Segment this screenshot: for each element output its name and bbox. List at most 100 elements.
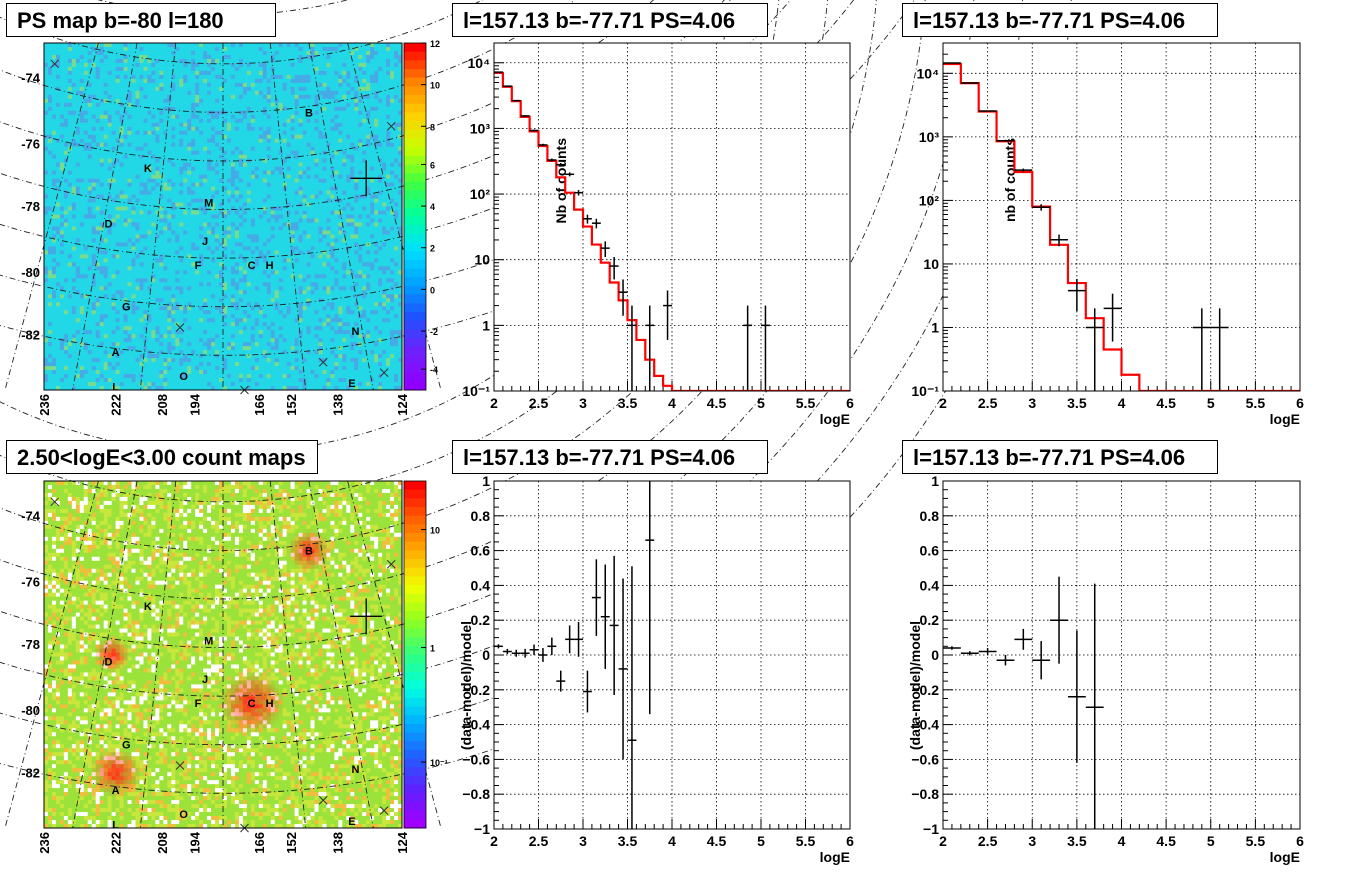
map-pixel bbox=[52, 111, 56, 115]
map-pixel bbox=[147, 123, 151, 127]
map-pixel bbox=[64, 95, 68, 99]
map-pixel bbox=[88, 59, 92, 63]
map-pixel bbox=[60, 47, 64, 51]
map-pixel bbox=[390, 91, 394, 95]
map-pixel bbox=[124, 63, 128, 67]
map-pixel bbox=[96, 107, 100, 111]
map-pixel bbox=[207, 91, 211, 95]
map-pixel bbox=[386, 71, 390, 75]
map-pixel bbox=[203, 131, 207, 135]
map-pixel bbox=[76, 111, 80, 115]
map-pixel bbox=[155, 131, 159, 135]
map-pixel bbox=[390, 59, 394, 63]
map-pixel bbox=[350, 67, 354, 71]
map-pixel bbox=[167, 55, 171, 59]
map-pixel bbox=[183, 103, 187, 107]
map-pixel bbox=[314, 135, 318, 139]
map-pixel bbox=[44, 75, 48, 79]
map-pixel bbox=[390, 131, 394, 135]
map-pixel bbox=[191, 95, 195, 99]
map-pixel bbox=[366, 87, 370, 91]
map-pixel bbox=[112, 127, 116, 131]
map-pixel bbox=[199, 79, 203, 83]
map-pixel bbox=[211, 75, 215, 79]
map-pixel bbox=[235, 87, 239, 91]
map-pixel bbox=[330, 95, 334, 99]
map-pixel bbox=[314, 115, 318, 119]
map-pixel bbox=[279, 87, 283, 91]
map-pixel bbox=[175, 115, 179, 119]
map-pixel bbox=[358, 99, 362, 103]
map-pixel bbox=[247, 67, 251, 71]
map-pixel bbox=[112, 67, 116, 71]
map-pixel bbox=[299, 131, 303, 135]
map-pixel bbox=[366, 75, 370, 79]
map-pixel bbox=[231, 131, 235, 135]
map-pixel bbox=[203, 115, 207, 119]
map-pixel bbox=[44, 59, 48, 63]
map-pixel bbox=[291, 123, 295, 127]
map-pixel bbox=[211, 119, 215, 123]
map-pixel bbox=[175, 59, 179, 63]
map-pixel bbox=[72, 51, 76, 55]
map-pixel bbox=[163, 55, 167, 59]
map-pixel bbox=[279, 79, 283, 83]
map-pixel bbox=[139, 55, 143, 59]
map-pixel bbox=[163, 103, 167, 107]
map-pixel bbox=[52, 79, 56, 83]
map-pixel bbox=[100, 115, 104, 119]
map-pixel bbox=[227, 127, 231, 131]
map-pixel bbox=[255, 79, 259, 83]
map-pixel bbox=[139, 111, 143, 115]
map-pixel bbox=[68, 95, 72, 99]
map-pixel bbox=[263, 91, 267, 95]
map-pixel bbox=[132, 91, 136, 95]
map-pixel bbox=[378, 127, 382, 131]
map-pixel bbox=[247, 107, 251, 111]
map-pixel bbox=[135, 119, 139, 123]
map-pixel bbox=[334, 87, 338, 91]
map-pixel bbox=[211, 59, 215, 63]
map-pixel bbox=[255, 71, 259, 75]
map-pixel bbox=[207, 99, 211, 103]
map-pixel bbox=[211, 111, 215, 115]
map-pixel bbox=[175, 119, 179, 123]
map-pixel bbox=[259, 51, 263, 55]
map-pixel bbox=[155, 115, 159, 119]
map-pixel bbox=[271, 131, 275, 135]
map-pixel bbox=[60, 75, 64, 79]
map-pixel bbox=[394, 67, 398, 71]
map-pixel bbox=[128, 123, 132, 127]
map-pixel bbox=[191, 135, 195, 139]
map-pixel bbox=[76, 59, 80, 63]
map-pixel bbox=[362, 79, 366, 83]
map-pixel bbox=[346, 115, 350, 119]
map-pixel bbox=[382, 115, 386, 119]
map-pixel bbox=[251, 87, 255, 91]
map-pixel bbox=[80, 119, 84, 123]
map-pixel bbox=[199, 87, 203, 91]
map-pixel bbox=[227, 135, 231, 139]
map-pixel bbox=[211, 43, 215, 47]
map-pixel bbox=[394, 47, 398, 51]
map-pixel bbox=[227, 95, 231, 99]
map-pixel bbox=[64, 67, 68, 71]
map-pixel bbox=[151, 79, 155, 83]
map-pixel bbox=[143, 127, 147, 131]
map-pixel bbox=[366, 131, 370, 135]
map-pixel bbox=[259, 135, 263, 139]
map-pixel bbox=[56, 47, 60, 51]
map-pixel bbox=[171, 135, 175, 139]
map-pixel bbox=[44, 107, 48, 111]
map-pixel bbox=[295, 127, 299, 131]
map-pixel bbox=[64, 119, 68, 123]
map-pixel bbox=[44, 127, 48, 131]
map-pixel bbox=[116, 47, 120, 51]
map-pixel bbox=[76, 103, 80, 107]
map-pixel bbox=[191, 127, 195, 131]
map-pixel bbox=[100, 99, 104, 103]
map-pixel bbox=[291, 99, 295, 103]
map-pixel bbox=[295, 111, 299, 115]
map-pixel bbox=[147, 103, 151, 107]
map-pixel bbox=[342, 127, 346, 131]
